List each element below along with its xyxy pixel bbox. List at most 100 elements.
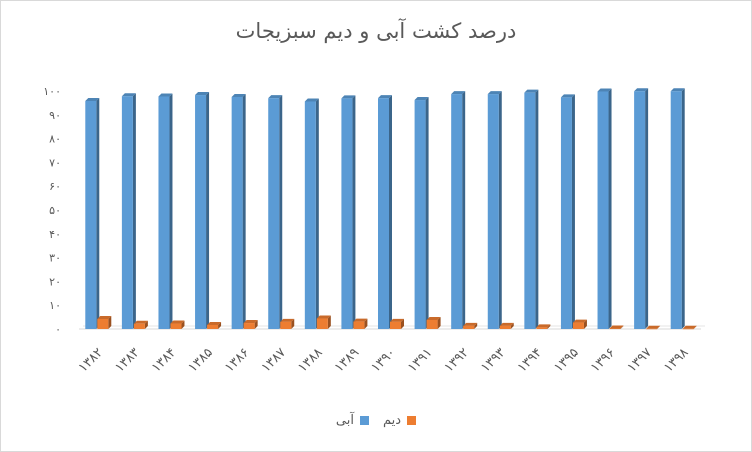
bar-side-orange: [291, 318, 295, 329]
bar-top-blue: [231, 93, 246, 97]
bar-side-orange: [693, 325, 697, 329]
bar-top-orange: [170, 320, 185, 324]
bar-top-orange: [316, 315, 331, 319]
bar-blue: [231, 96, 243, 329]
legend-label-series-2: دیم: [383, 413, 402, 428]
bar-side-blue: [389, 95, 392, 329]
x-tick-label: ۱۳۹۰: [368, 345, 398, 375]
x-tick-label: ۱۳۹۱: [405, 345, 435, 375]
bar-top-blue: [414, 97, 429, 101]
bar-top-blue: [451, 91, 466, 95]
bar-top-orange: [390, 318, 404, 322]
bar-side-blue: [425, 97, 429, 329]
bar-top-orange: [682, 325, 697, 329]
bar-side-orange: [401, 318, 404, 329]
bar-orange: [207, 324, 219, 329]
bar-blue: [634, 91, 646, 329]
bar-top-blue: [121, 93, 136, 97]
bar-top-blue: [560, 94, 575, 98]
bar-blue: [451, 94, 463, 330]
x-tick-label: ۱۳۹۶: [588, 345, 618, 375]
bar-side-blue: [645, 88, 649, 329]
bar-top-orange: [353, 318, 368, 322]
bar-blue: [304, 101, 316, 329]
bar-top-blue: [378, 95, 392, 99]
x-tick-label: ۱۳۹۴: [515, 345, 545, 375]
bar-side-blue: [352, 95, 356, 330]
bar-orange: [170, 323, 182, 329]
x-tick-label: ۱۳۹۳: [478, 345, 508, 375]
bar-top-blue: [268, 95, 283, 99]
bar-side-orange: [657, 325, 661, 329]
x-tick-label: ۱۳۸۶: [222, 345, 252, 375]
bar-side-blue: [96, 97, 100, 329]
y-tick-label: ۲۰: [49, 275, 61, 288]
y-tick-label: ۷۰: [49, 156, 61, 169]
bar-side-blue: [315, 98, 319, 329]
bar-orange: [390, 321, 401, 329]
bar-top-orange: [97, 316, 112, 320]
legend-item-series-2: دیم: [383, 413, 417, 428]
bar-orange: [499, 325, 511, 329]
bar-blue: [414, 100, 426, 329]
bar-side-orange: [254, 320, 258, 329]
y-tick-label: ۳۰: [49, 252, 61, 265]
bar-top-orange: [572, 319, 587, 323]
bar-orange: [426, 319, 438, 329]
bar-side-orange: [474, 322, 478, 329]
y-tick-label: ۱۰۰: [43, 85, 61, 98]
y-tick-label: ۶۰: [49, 180, 61, 193]
x-tick-label: ۱۳۸۲: [76, 345, 106, 375]
y-tick-label: ۴۰: [49, 228, 61, 241]
bar-blue: [341, 98, 353, 330]
x-tick-label: ۱۳۸۵: [186, 345, 216, 375]
bar-blue: [195, 95, 207, 330]
x-tick-label: ۱۳۸۳: [112, 345, 142, 375]
bar-side-orange: [218, 321, 222, 329]
bar-top-blue: [634, 88, 649, 92]
bar-blue: [268, 98, 280, 329]
bar-top-blue: [487, 91, 502, 95]
bar-side-blue: [571, 94, 575, 330]
bar-orange: [133, 323, 145, 329]
bar-orange: [572, 322, 584, 329]
bar-side-blue: [242, 93, 246, 329]
bar-blue: [670, 91, 682, 329]
bar-side-blue: [206, 92, 210, 330]
bar-top-orange: [243, 320, 258, 324]
x-tick-label: ۱۳۸۴: [149, 345, 179, 375]
bar-orange: [682, 328, 694, 330]
bar-top-blue: [524, 89, 539, 93]
bar-side-orange: [108, 316, 112, 329]
legend-swatch-series-1: [360, 416, 369, 425]
x-tick-label: ۱۳۹۵: [551, 345, 581, 375]
bar-blue: [524, 92, 536, 329]
bar-top-blue: [304, 98, 319, 102]
bar-orange: [536, 327, 548, 329]
bar-side-orange: [181, 320, 185, 329]
bar-side-blue: [681, 88, 685, 329]
x-tick-label: ۱۳۹۷: [625, 345, 655, 375]
bar-top-orange: [207, 321, 222, 325]
x-tick-label: ۱۳۸۸: [295, 345, 325, 375]
bar-side-orange: [327, 315, 331, 329]
x-tick-label: ۱۳۸۷: [259, 345, 289, 375]
y-tick-label: ۰: [55, 323, 61, 336]
chart-legend: آبی دیم: [1, 413, 751, 428]
bar-orange: [353, 321, 365, 329]
bar-side-blue: [169, 93, 173, 329]
bar-top-blue: [597, 88, 612, 92]
bar-blue: [158, 96, 170, 329]
y-tick-label: ۸۰: [49, 133, 61, 146]
legend-swatch-series-2: [407, 416, 417, 425]
bar-side-blue: [279, 95, 283, 329]
bar-top-orange: [646, 325, 661, 329]
bar-top-blue: [341, 95, 356, 99]
bar-side-orange: [620, 325, 624, 329]
bar-orange: [609, 328, 621, 330]
bar-blue: [121, 96, 133, 330]
bar-top-orange: [499, 322, 514, 326]
bar-top-orange: [609, 325, 624, 329]
